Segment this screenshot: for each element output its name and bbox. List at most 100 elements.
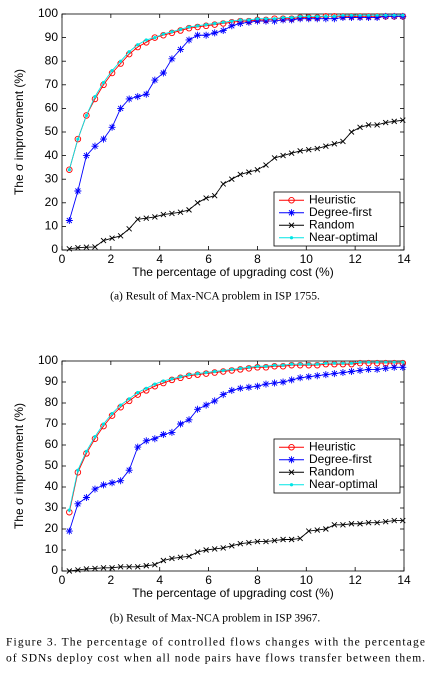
marker [108, 479, 116, 487]
marker [203, 547, 209, 553]
marker [356, 14, 364, 22]
marker [331, 521, 338, 528]
marker [357, 520, 363, 527]
marker [280, 152, 286, 159]
legend-marker [288, 469, 295, 476]
marker [144, 386, 148, 390]
marker [305, 361, 312, 369]
series-line [68, 15, 403, 170]
marker [125, 466, 133, 474]
marker [93, 95, 97, 99]
marker [101, 422, 106, 426]
series-line [69, 119, 403, 250]
y-tick-label: 90 [45, 374, 59, 388]
marker [186, 207, 192, 213]
marker [323, 526, 329, 532]
marker [314, 145, 321, 152]
marker [221, 20, 225, 24]
marker [194, 405, 202, 413]
y-tick-label: 40 [45, 148, 59, 162]
marker [230, 19, 234, 23]
marker [119, 59, 123, 63]
series-line [69, 520, 403, 572]
marker [228, 22, 236, 30]
caption: (a) Result of Max-NCA problem in ISP 175… [110, 291, 320, 303]
marker [366, 360, 371, 364]
x-tick-label: 8 [254, 573, 261, 587]
marker [382, 518, 389, 525]
marker [151, 76, 159, 84]
marker [315, 362, 319, 366]
legend-marker [288, 456, 295, 464]
y-tick-label: 60 [45, 437, 59, 451]
marker [247, 365, 251, 369]
marker [186, 553, 192, 560]
marker [178, 27, 183, 31]
marker [271, 379, 279, 387]
marker [211, 21, 218, 28]
marker [279, 363, 287, 370]
x-tick-label: 6 [205, 573, 212, 587]
marker [262, 364, 270, 371]
marker [194, 23, 201, 31]
marker [178, 375, 183, 379]
marker [194, 549, 201, 555]
marker [349, 361, 354, 365]
x-tick-label: 14 [397, 573, 411, 587]
marker [194, 371, 201, 378]
marker [170, 377, 174, 381]
marker [331, 360, 338, 368]
marker [280, 536, 286, 543]
marker [187, 373, 191, 377]
marker [219, 27, 227, 35]
marker [356, 359, 364, 367]
marker [373, 365, 381, 373]
marker [228, 367, 236, 374]
legend-label: Near-optimal [309, 230, 378, 244]
legend-label: Random [309, 217, 354, 231]
marker [288, 361, 295, 369]
marker [307, 14, 311, 18]
marker [221, 368, 225, 373]
marker [134, 216, 141, 223]
marker [341, 361, 345, 365]
marker [392, 13, 396, 17]
marker [65, 527, 73, 535]
marker [66, 246, 73, 252]
marker [159, 69, 167, 77]
marker [340, 138, 346, 145]
y-tick-label: 70 [45, 416, 59, 430]
marker [392, 360, 396, 364]
marker [228, 386, 236, 394]
legend-label: Heuristic [309, 439, 356, 453]
marker [332, 361, 336, 365]
marker [305, 15, 313, 23]
marker [348, 520, 355, 527]
marker [168, 428, 176, 436]
x-tick-label: 6 [205, 252, 212, 266]
legend-marker [289, 483, 294, 487]
marker [176, 45, 184, 53]
marker [66, 166, 73, 174]
y-tick-label: 40 [45, 479, 59, 493]
marker [236, 19, 244, 27]
marker [341, 13, 345, 17]
y-tick-label: 90 [45, 30, 59, 44]
marker [168, 55, 176, 63]
y-tick-label: 10 [45, 219, 59, 233]
y-axis-label: The σ improvement (%) [12, 69, 26, 195]
marker [290, 362, 294, 366]
marker [144, 38, 148, 42]
marker [136, 390, 140, 395]
marker [296, 361, 304, 369]
marker [142, 437, 150, 445]
marker [142, 90, 150, 98]
marker [339, 14, 347, 22]
marker [84, 113, 89, 118]
marker [134, 93, 142, 101]
marker [391, 517, 398, 524]
marker [100, 135, 108, 143]
marker [152, 214, 158, 220]
marker [194, 31, 202, 39]
marker [330, 370, 338, 378]
